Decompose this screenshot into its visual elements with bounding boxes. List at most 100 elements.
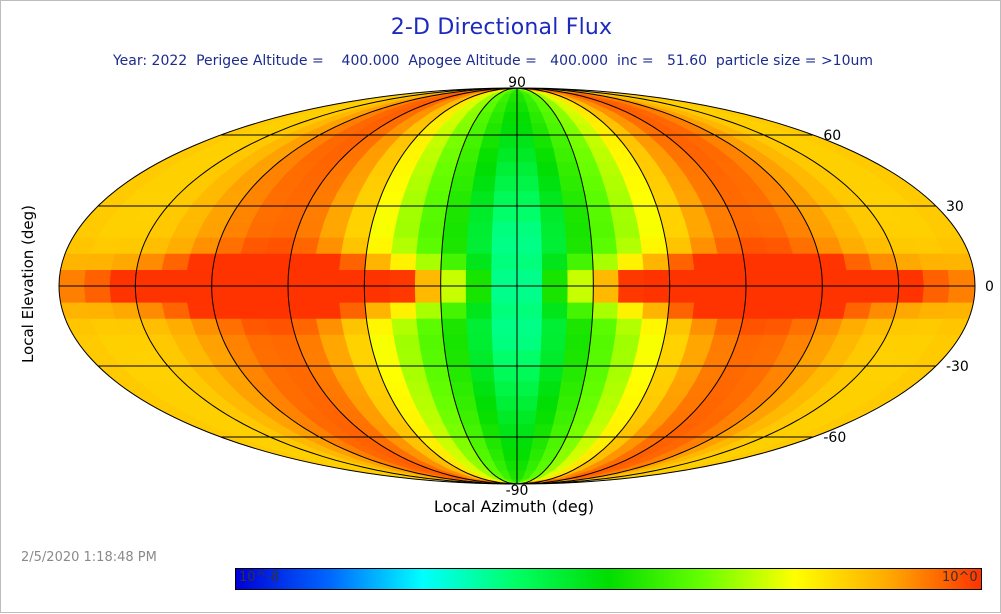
heatmap-cell [494, 380, 518, 397]
heatmap-cell [338, 285, 366, 303]
chart-title: 2-D Directional Flux [390, 15, 613, 40]
heatmap-cell [134, 269, 163, 287]
heatmap-cell [642, 253, 670, 271]
heatmap-cell [440, 285, 467, 303]
heatmap-cell [615, 237, 643, 254]
heatmap-cell [540, 221, 567, 238]
heatmap-cell [136, 253, 166, 271]
heatmap-cell [770, 285, 798, 303]
heatmap-cell [212, 253, 242, 271]
elevation-tick-label: -30 [946, 359, 969, 375]
heatmap-cell [442, 221, 470, 238]
heatmap-cell [661, 334, 691, 351]
heatmap-cell [446, 190, 473, 207]
heatmap-cell [897, 269, 925, 287]
heatmap-cell [565, 237, 593, 254]
heatmap-cell [416, 237, 444, 254]
heatmap-cell [498, 134, 518, 149]
heatmap-cell [468, 350, 495, 367]
heatmap-cell [265, 318, 296, 335]
heatmap-cell [287, 269, 315, 287]
heatmap-cell [516, 253, 543, 271]
heatmap-cell [84, 285, 112, 303]
heatmap-cell [692, 253, 721, 271]
heatmap-cell [661, 221, 691, 238]
heatmap-cell [636, 221, 666, 238]
heatmap-cell [516, 318, 543, 335]
heatmap-cell [420, 205, 448, 222]
heatmap-cell [668, 285, 696, 303]
heatmap-cell [516, 380, 540, 397]
heatmap-cell [491, 237, 518, 254]
heatmap-cell [516, 221, 543, 238]
heatmap-cell [417, 334, 446, 351]
heatmap-cell [262, 269, 290, 287]
heatmap-cell [467, 334, 494, 351]
heatmap-cell [566, 301, 594, 319]
heatmap-cell [763, 237, 794, 254]
heatmap-cell [516, 395, 539, 411]
heatmap-cell [110, 301, 141, 319]
heatmap-cell [343, 221, 373, 238]
heatmap-cell [262, 285, 290, 303]
heatmap-cell [368, 221, 398, 238]
heatmap-cell [495, 161, 518, 177]
heatmap-cell [186, 301, 217, 319]
heatmap-cell [340, 237, 370, 254]
heatmap-cell [617, 301, 645, 319]
heatmap-cell [792, 301, 822, 319]
heatmap-cell [211, 285, 239, 303]
heatmap-cell [186, 253, 217, 271]
heatmap-cell [466, 318, 493, 335]
heatmap-cell [85, 301, 116, 319]
heatmap-cell [922, 285, 950, 303]
heatmap-cell [364, 253, 392, 271]
heatmap-cell [846, 269, 874, 287]
heatmap-cell [586, 350, 614, 367]
heatmap-cell [539, 350, 566, 367]
heatmap-cell [618, 285, 645, 303]
heatmap-cell [591, 301, 619, 319]
heatmap-cell [288, 253, 317, 271]
heatmap-cell [744, 285, 772, 303]
heatmap-cell [618, 269, 645, 287]
heatmap-cell [567, 269, 594, 287]
heatmap-cell [516, 205, 542, 222]
heatmap-cell [240, 237, 271, 254]
heatmap-cell [84, 269, 112, 287]
heatmap-cell [60, 301, 91, 319]
heatmap-cell [719, 285, 747, 303]
elevation-tick-label: 90 [508, 75, 526, 91]
heatmap-cell [440, 301, 468, 319]
heatmap-cell [468, 205, 495, 222]
heatmap-cell [817, 253, 848, 271]
heatmap-cell [643, 285, 671, 303]
heatmap-cell [667, 301, 695, 319]
heatmap-cell [364, 301, 392, 319]
heatmap-cell [470, 190, 496, 207]
heatmap-cell [563, 205, 590, 222]
heatmap-cell [590, 237, 618, 254]
heatmap-cell [491, 301, 518, 319]
elevation-tick-label: 60 [823, 128, 841, 144]
heatmap-cell [792, 253, 822, 271]
heatmap-cell [417, 221, 446, 238]
heatmap-cell [667, 253, 695, 271]
heatmap-cell [287, 285, 315, 303]
heatmap-cell [583, 365, 611, 382]
heatmap-cell [465, 285, 492, 303]
heatmap-cell [396, 205, 425, 222]
heatmap-cell [516, 134, 536, 149]
heatmap-cell [442, 334, 470, 351]
elevation-tick-label: -90 [506, 483, 529, 499]
heatmap-cell [491, 269, 518, 287]
heatmap-cell [423, 365, 451, 382]
heatmap-cell [313, 253, 342, 271]
heatmap-cell [393, 334, 422, 351]
heatmap-cell [472, 380, 497, 397]
heatmap-cell [491, 285, 518, 303]
heatmap-cell [338, 269, 366, 287]
heatmap-cell [339, 253, 367, 271]
heatmap-cell [615, 318, 643, 335]
heatmap-cell [319, 334, 349, 351]
